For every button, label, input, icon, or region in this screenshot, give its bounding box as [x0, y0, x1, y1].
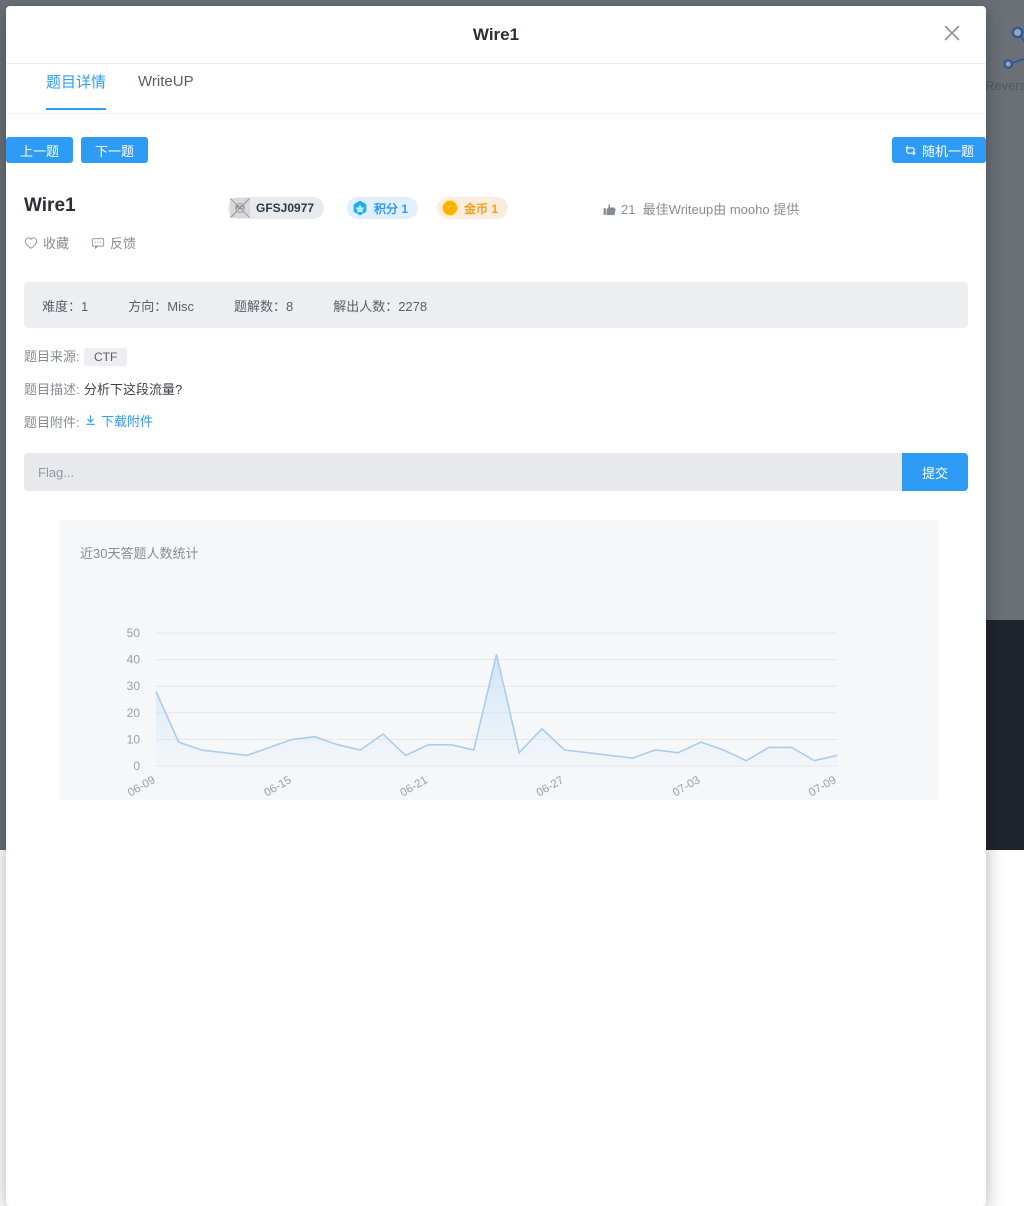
svg-text:20: 20 [127, 706, 141, 720]
svg-text:06-21: 06-21 [398, 774, 429, 799]
svg-text:06-15: 06-15 [262, 774, 293, 799]
svg-text:30: 30 [127, 679, 141, 693]
svg-text:40: 40 [127, 653, 141, 667]
svg-text:07-03: 07-03 [671, 774, 702, 799]
svg-text:06-27: 06-27 [535, 774, 566, 799]
svg-text:0: 0 [133, 759, 140, 773]
svg-text:07-09: 07-09 [807, 774, 838, 799]
svg-text:06-09: 06-09 [126, 774, 157, 799]
svg-text:50: 50 [127, 626, 141, 640]
svg-text:10: 10 [127, 732, 141, 746]
